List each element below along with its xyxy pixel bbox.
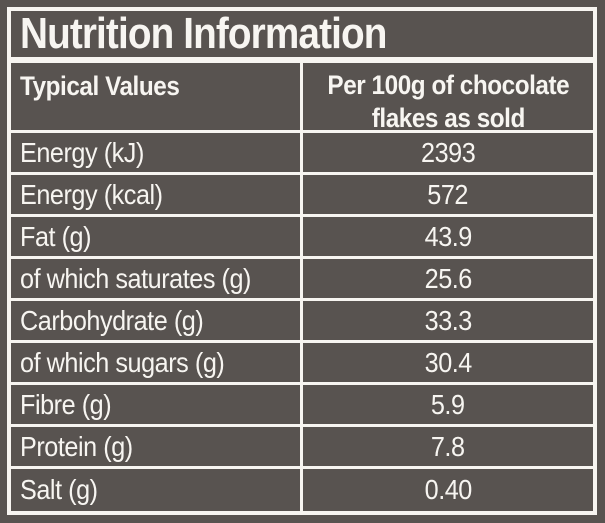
nutrition-table: Typical Values Per 100g of chocolate flak…: [11, 63, 593, 511]
table-row-carbohydrate: Carbohydrate (g) 33.3: [11, 301, 593, 343]
row-label: of which saturates (g): [20, 262, 252, 294]
row-label: Fat (g): [20, 220, 92, 252]
title-row: Nutrition Information: [11, 11, 593, 57]
page-title: Nutrition Information: [20, 9, 387, 58]
row-value: 7.8: [300, 427, 593, 466]
table-row-sugars: of which sugars (g) 30.4: [11, 343, 593, 385]
row-label: Energy (kJ): [20, 136, 144, 168]
row-value: 30.4: [300, 343, 593, 382]
row-label: Salt (g): [20, 474, 98, 505]
row-label: Carbohydrate (g): [20, 304, 204, 336]
table-row-salt: Salt (g) 0.40: [11, 469, 593, 511]
row-value: 33.3: [300, 301, 593, 340]
table-row-fibre: Fibre (g) 5.9: [11, 385, 593, 427]
column-header-label: Per 100g of chocolate flakes as sold: [327, 70, 569, 133]
row-label: Protein (g): [20, 430, 133, 462]
table-row-fat: Fat (g) 43.9: [11, 217, 593, 259]
row-value: 572: [300, 175, 593, 214]
row-label: Energy (kcal): [20, 178, 163, 210]
column-header-typical-values: Typical Values: [11, 63, 300, 135]
table-row-energy-kj: Energy (kJ) 2393: [11, 133, 593, 175]
table-row-saturates: of which saturates (g) 25.6: [11, 259, 593, 301]
table-row-energy-kcal: Energy (kcal) 572: [11, 175, 593, 217]
column-header-per-100g: Per 100g of chocolate flakes as sold: [300, 63, 593, 135]
column-header-label: Typical Values: [20, 71, 180, 101]
row-value: 5.9: [300, 385, 593, 424]
table-header-row: Typical Values Per 100g of chocolate flak…: [11, 63, 593, 135]
table-row-protein: Protein (g) 7.8: [11, 427, 593, 469]
row-value: 43.9: [300, 217, 593, 256]
row-value: 25.6: [300, 259, 593, 298]
row-value: 2393: [300, 133, 593, 172]
row-label: of which sugars (g): [20, 346, 225, 378]
label-frame: Nutrition Information Typical Values Per…: [7, 7, 597, 515]
row-label: Fibre (g): [20, 388, 112, 420]
title-divider: [11, 57, 593, 63]
row-value: 0.40: [300, 469, 593, 511]
